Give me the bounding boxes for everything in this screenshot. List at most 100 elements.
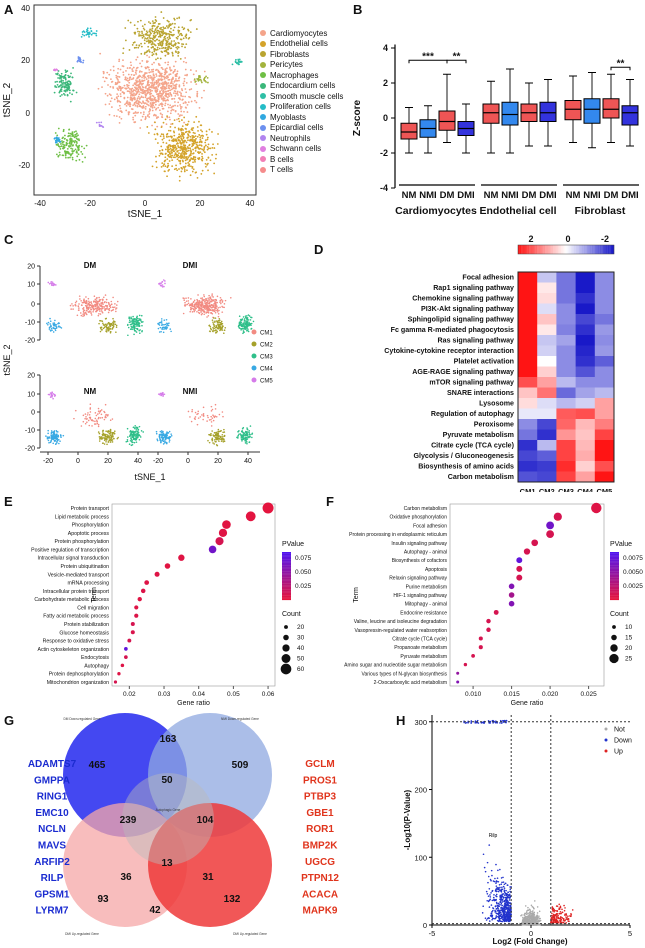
term-label: Apoptosis <box>425 567 447 573</box>
cell-point <box>148 72 150 74</box>
colorbar-segment <box>611 245 613 254</box>
cell-point <box>173 29 175 31</box>
legend-swatch <box>252 378 257 383</box>
cell-point <box>176 48 178 50</box>
colorbar-segment <box>587 245 589 254</box>
cell-point <box>115 311 117 313</box>
cell-point <box>245 441 247 443</box>
cell-point <box>218 440 220 442</box>
heatmap-cell <box>576 367 596 378</box>
cell-point <box>79 159 81 161</box>
cell-point <box>125 110 127 112</box>
cell-point <box>143 111 145 113</box>
term-label: Fatty acid metabolic process <box>43 614 109 620</box>
cell-point <box>164 442 166 444</box>
cell-point <box>81 304 83 306</box>
cell-point <box>103 296 105 298</box>
cell-point <box>175 86 177 88</box>
cell-point <box>160 74 162 76</box>
cell-point <box>113 70 115 72</box>
cell-point <box>169 144 171 146</box>
cell-point <box>179 91 181 93</box>
heatmap-cell <box>595 335 615 346</box>
cell-point <box>154 128 156 130</box>
cell-point <box>105 438 107 440</box>
cell-point <box>102 303 104 305</box>
cell-point <box>171 40 173 42</box>
cell-point <box>203 294 205 296</box>
cell-point <box>203 413 205 415</box>
cell-point <box>70 308 72 310</box>
cell-point <box>216 435 218 437</box>
x-tick-label: 20 <box>196 199 205 208</box>
cell-point <box>156 133 158 135</box>
colorbar-segment <box>610 576 619 577</box>
cell-point <box>72 134 74 136</box>
cell-point <box>200 173 202 175</box>
cell-point <box>169 92 171 94</box>
cell-point <box>148 56 150 58</box>
cell-point <box>160 284 162 286</box>
cell-point <box>148 113 150 115</box>
cell-point <box>239 327 241 329</box>
x-tick-label: 0.020 <box>542 691 559 698</box>
cell-point <box>245 440 247 442</box>
cell-point <box>147 46 149 48</box>
cell-point <box>130 97 132 99</box>
cell-point <box>133 103 135 105</box>
cell-point <box>196 91 198 93</box>
cell-point <box>163 437 165 439</box>
cell-point <box>165 324 167 326</box>
cell-point <box>74 142 76 144</box>
box-label: NM <box>402 190 417 201</box>
cell-point <box>183 144 185 146</box>
cell-point <box>130 324 132 326</box>
x-tick-label: -20 <box>43 458 53 465</box>
cell-point <box>183 151 185 153</box>
colorbar-segment <box>282 580 291 581</box>
cell-point <box>131 91 133 93</box>
legend-label: Myoblasts <box>270 113 306 122</box>
cell-point <box>101 302 103 304</box>
colorbar-segment <box>282 576 291 577</box>
cell-point <box>172 139 174 141</box>
cell-point <box>180 58 182 60</box>
heatmap-cell <box>518 451 538 462</box>
cell-point <box>192 311 194 313</box>
cell-point <box>138 44 140 46</box>
cell-point <box>192 137 194 139</box>
cell-point <box>169 441 171 443</box>
cell-point <box>107 431 109 433</box>
term-label: Autophagy <box>84 663 109 669</box>
cell-point <box>147 32 149 34</box>
cell-point <box>63 435 65 437</box>
legend-label: CM5 <box>260 379 273 385</box>
cell-point <box>166 443 168 445</box>
cell-point <box>154 86 156 88</box>
cell-point <box>160 103 162 105</box>
y-axis-label: Term <box>91 587 98 603</box>
cell-point <box>176 17 178 19</box>
heatmap-cell <box>556 304 576 315</box>
cell-point <box>150 91 152 93</box>
cell-point <box>111 310 113 312</box>
colorbar-segment <box>610 598 619 599</box>
cell-point <box>207 169 209 171</box>
cell-point <box>191 411 193 413</box>
cell-point <box>202 299 204 301</box>
heatmap-cell <box>595 314 615 325</box>
cell-point <box>194 78 196 80</box>
cell-point <box>103 411 105 413</box>
cell-point <box>159 434 161 436</box>
heatmap-cell <box>518 398 538 409</box>
colorbar-segment <box>282 584 291 585</box>
cell-point <box>147 100 149 102</box>
cell-point <box>177 158 179 160</box>
cell-point <box>98 410 100 412</box>
cell-point <box>105 318 107 320</box>
cell-point <box>166 85 168 87</box>
heatmap-cell <box>576 304 596 315</box>
cell-point <box>87 304 89 306</box>
cell-point <box>218 429 220 431</box>
cell-point <box>65 71 67 73</box>
